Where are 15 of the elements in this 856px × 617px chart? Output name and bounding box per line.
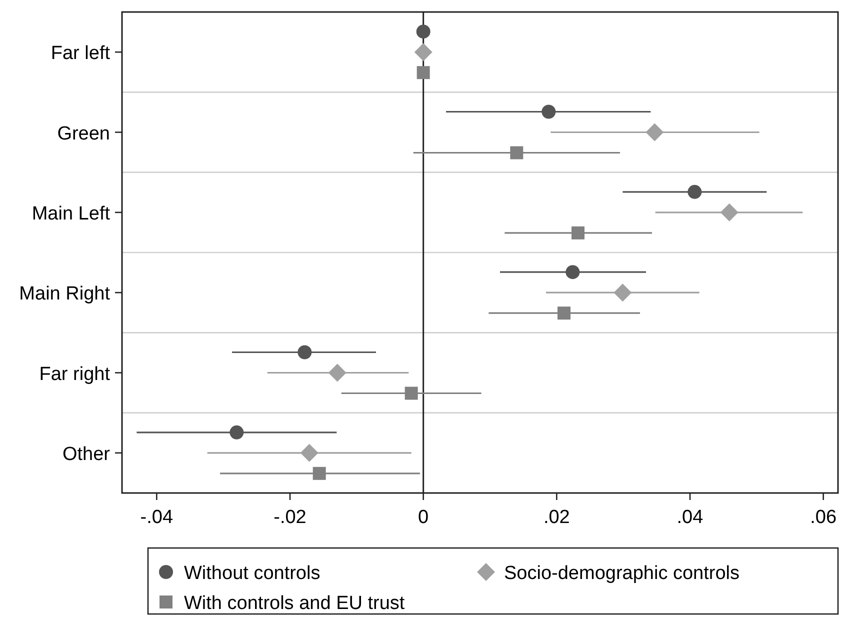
x-tick-label: .02	[543, 507, 570, 528]
y-tick-label: Other	[62, 444, 111, 465]
y-tick-label: Far right	[39, 364, 111, 385]
x-tick-label: .04	[676, 507, 704, 528]
x-tick-label: 0	[418, 507, 429, 528]
legend-label: Without controls	[184, 563, 320, 584]
y-tick-label: Green	[57, 123, 110, 144]
y-tick-label: Main Right	[19, 284, 111, 305]
legend-label: With controls and EU trust	[184, 593, 406, 614]
x-tick-label: .06	[810, 507, 837, 528]
x-tick-label: -.04	[140, 507, 174, 528]
legend-label: Socio-demographic controls	[504, 563, 740, 584]
y-tick-label: Main Left	[32, 203, 111, 224]
x-tick-label: -.02	[274, 507, 306, 528]
y-tick-label: Far left	[50, 43, 111, 64]
